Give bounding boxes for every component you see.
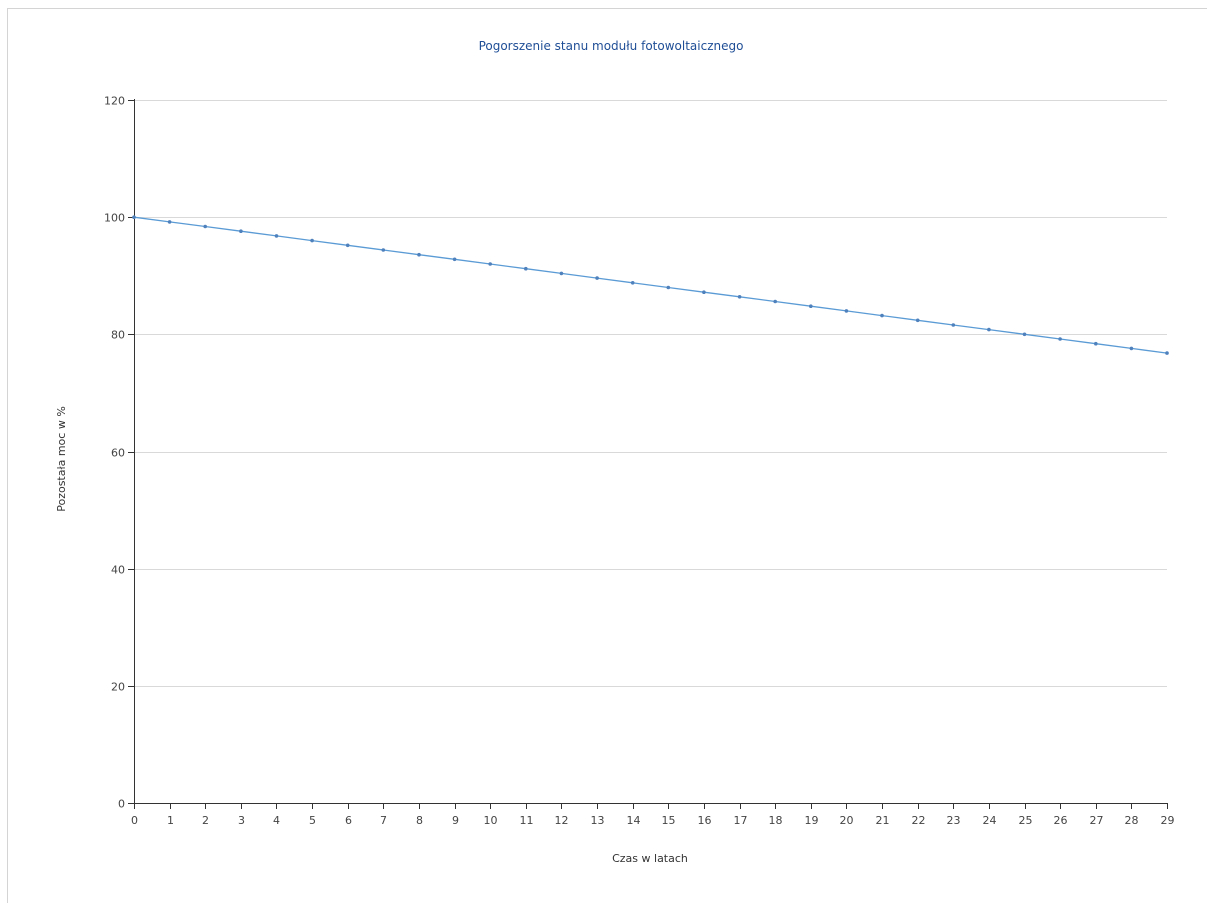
x-tick-label-6: 6 xyxy=(345,814,352,827)
x-tick-label-28: 28 xyxy=(1125,814,1139,827)
x-tick-label-4: 4 xyxy=(273,814,280,827)
data-point-26 xyxy=(1058,337,1062,341)
x-tick-label-1: 1 xyxy=(167,814,174,827)
data-point-6 xyxy=(345,243,350,248)
x-tick-label-2: 2 xyxy=(202,814,209,827)
x-tick-label-20: 20 xyxy=(840,814,854,827)
x-tick-label-18: 18 xyxy=(769,814,783,827)
y-tick-label-100: 100 xyxy=(104,212,125,225)
x-tick-label-11: 11 xyxy=(520,814,534,827)
data-point-1 xyxy=(167,220,172,224)
data-point-15 xyxy=(666,285,671,290)
data-point-9 xyxy=(452,257,457,262)
data-point-11 xyxy=(524,266,528,271)
data-point-20 xyxy=(844,309,849,313)
data-point-18 xyxy=(773,299,777,304)
data-point-22 xyxy=(915,318,920,323)
axes xyxy=(128,99,1168,809)
x-tick-label-21: 21 xyxy=(876,814,890,827)
x-tick-label-26: 26 xyxy=(1054,814,1068,827)
x-tick-label-10: 10 xyxy=(484,814,498,827)
data-point-28 xyxy=(1129,346,1134,351)
y-tick-label-60: 60 xyxy=(111,447,125,460)
x-tick-label-3: 3 xyxy=(238,814,245,827)
y-tick-label-120: 120 xyxy=(104,95,125,108)
x-tick-label-27: 27 xyxy=(1090,814,1104,827)
x-axis-title: Czas w latach xyxy=(612,852,688,865)
x-tick-label-15: 15 xyxy=(662,814,676,827)
x-tick-label-29: 29 xyxy=(1161,814,1175,827)
x-tick-label-13: 13 xyxy=(591,814,605,827)
data-point-12 xyxy=(559,271,564,276)
data-point-13 xyxy=(595,276,599,280)
y-tick-label-20: 20 xyxy=(111,681,125,694)
y-tick-label-0: 0 xyxy=(118,798,125,811)
x-tick-label-23: 23 xyxy=(947,814,961,827)
x-tick-label-19: 19 xyxy=(805,814,819,827)
x-tick-label-17: 17 xyxy=(734,814,748,827)
data-point-8 xyxy=(417,252,421,257)
data-point-19 xyxy=(809,304,813,309)
data-point-25 xyxy=(1022,332,1027,337)
x-tick-label-0: 0 xyxy=(131,814,138,827)
series-line-0 xyxy=(133,216,1168,354)
data-point-16 xyxy=(702,290,706,295)
data-point-29 xyxy=(1165,351,1169,355)
gridlines xyxy=(134,100,1167,687)
x-tick-label-7: 7 xyxy=(380,814,387,827)
data-point-7 xyxy=(381,248,386,252)
data-point-4 xyxy=(274,234,279,238)
data-point-24 xyxy=(987,327,991,332)
x-tick-label-12: 12 xyxy=(555,814,569,827)
data-point-3 xyxy=(239,229,243,233)
series-layer xyxy=(132,215,1169,355)
data-point-23 xyxy=(951,323,956,327)
data-point-14 xyxy=(630,281,635,285)
x-tick-label-5: 5 xyxy=(309,814,316,827)
x-tick-label-14: 14 xyxy=(627,814,641,827)
data-point-21 xyxy=(880,313,884,318)
data-point-5 xyxy=(310,238,314,243)
y-tick-label-40: 40 xyxy=(111,564,125,577)
data-point-0 xyxy=(132,215,136,219)
x-tick-label-24: 24 xyxy=(983,814,997,827)
data-point-10 xyxy=(488,262,493,266)
y-tick-label-80: 80 xyxy=(111,329,125,342)
x-tick-label-9: 9 xyxy=(452,814,459,827)
x-tick-label-25: 25 xyxy=(1019,814,1033,827)
x-tick-label-22: 22 xyxy=(912,814,926,827)
data-point-27 xyxy=(1094,341,1098,346)
x-tick-label-16: 16 xyxy=(698,814,712,827)
chart-title: Pogorszenie stanu modułu fotowoltaiczneg… xyxy=(479,39,744,53)
chart-frame: Pogorszenie stanu modułu fotowoltaiczneg… xyxy=(7,8,1207,903)
y-axis-title: Pozostała moc w % xyxy=(55,406,68,512)
data-point-17 xyxy=(737,295,742,299)
data-point-2 xyxy=(203,224,207,229)
x-tick-label-8: 8 xyxy=(416,814,423,827)
line-chart: Pogorszenie stanu modułu fotowoltaiczneg… xyxy=(55,39,1175,865)
